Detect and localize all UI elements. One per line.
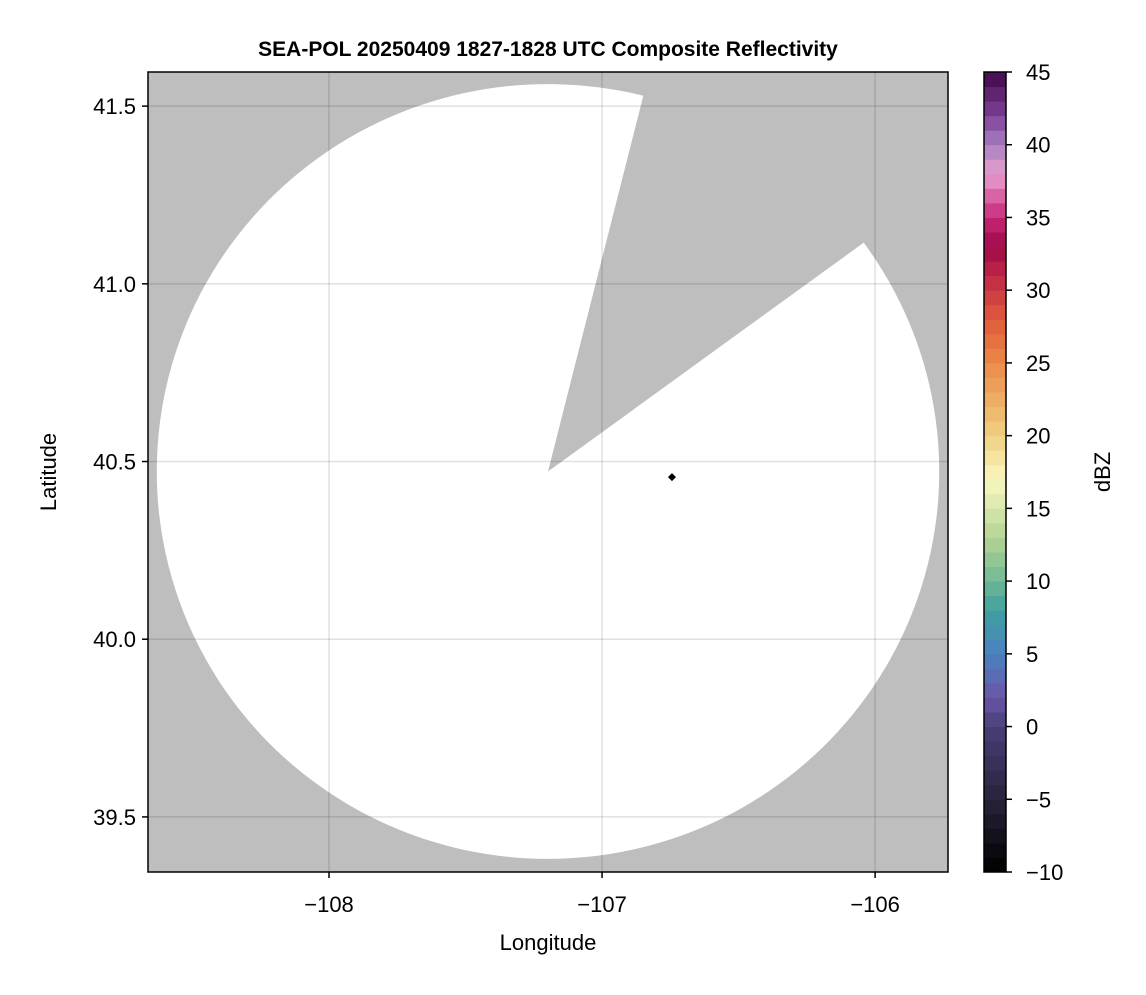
plot-area (148, 72, 948, 872)
colorbar-tick-label: 40 (1026, 133, 1050, 158)
radar-coverage-area (156, 84, 940, 859)
colorbar-bin (984, 857, 1006, 873)
y-axis-label: Latitude (36, 433, 61, 511)
radar-location-marker (667, 473, 676, 482)
colorbar-bin (984, 86, 1006, 102)
colorbar-bin (984, 275, 1006, 291)
colorbar-bin (984, 712, 1006, 728)
colorbar-bin (984, 232, 1006, 248)
colorbar-bin (984, 435, 1006, 451)
colorbar-bin (984, 319, 1006, 335)
colorbar-bin (984, 348, 1006, 364)
colorbar-bin (984, 828, 1006, 844)
colorbar-bin (984, 246, 1006, 262)
colorbar-tick-label: −10 (1026, 860, 1063, 885)
colorbar-tick-label: 10 (1026, 569, 1050, 594)
colorbar-bin (984, 566, 1006, 582)
colorbar-bin (984, 464, 1006, 480)
colorbar-bin (984, 304, 1006, 320)
colorbar-tick-label: 25 (1026, 351, 1050, 376)
colorbar-tick-label: 20 (1026, 424, 1050, 449)
colorbar-bin (984, 741, 1006, 757)
colorbar-bin (984, 682, 1006, 698)
colorbar-tick-label: 45 (1026, 60, 1050, 85)
colorbar-tick-label: 0 (1026, 715, 1038, 740)
colorbar-bin (984, 130, 1006, 146)
y-tick-label: 41.0 (93, 272, 136, 297)
colorbar-bin (984, 115, 1006, 131)
colorbar-bin (984, 217, 1006, 233)
colorbar-frame (983, 71, 1007, 873)
colorbar-bin (984, 726, 1006, 742)
colorbar-bin (984, 813, 1006, 829)
colorbar-bin (984, 653, 1006, 669)
colorbar-bin (984, 784, 1006, 800)
colorbar-bin (984, 159, 1006, 175)
colorbar-bin (984, 144, 1006, 160)
colorbar-bin (984, 581, 1006, 597)
colorbar-bin (984, 493, 1006, 509)
colorbar-bin (984, 595, 1006, 611)
colorbar-bin (984, 173, 1006, 189)
x-axis-label: Longitude (500, 930, 597, 955)
axes: −108 −107 −106 39.5 40.0 40.5 41.0 41.5 (93, 71, 949, 917)
colorbar-bin (984, 508, 1006, 524)
colorbar: −10 −5 0 5 10 15 20 25 30 35 40 45 (983, 60, 1063, 885)
colorbar-bin (984, 479, 1006, 495)
colorbar-bin (984, 639, 1006, 655)
x-tick-label: −108 (304, 892, 354, 917)
colorbar-bin (984, 755, 1006, 771)
colorbar-tick-label: 5 (1026, 642, 1038, 667)
colorbar-bin (984, 522, 1006, 538)
chart-title: SEA-POL 20250409 1827-1828 UTC Composite… (258, 38, 838, 61)
colorbar-tick-label: −5 (1026, 787, 1051, 812)
colorbar-label: dBZ (1090, 452, 1115, 492)
colorbar-tick-label: 15 (1026, 496, 1050, 521)
colorbar-bin (984, 552, 1006, 568)
colorbar-tick-label: 35 (1026, 205, 1050, 230)
colorbar-bin (984, 537, 1006, 553)
colorbar-bin (984, 610, 1006, 626)
x-tick-label: −107 (577, 892, 627, 917)
colorbar-bin (984, 406, 1006, 422)
y-tick-label: 41.5 (93, 94, 136, 119)
y-tick-label: 40.0 (93, 627, 136, 652)
y-tick-label: 39.5 (93, 805, 136, 830)
colorbar-bin (984, 202, 1006, 218)
colorbar-bin (984, 261, 1006, 277)
colorbar-bin (984, 392, 1006, 408)
colorbar-bin (984, 450, 1006, 466)
colorbar-bin (984, 72, 1006, 88)
colorbar-bin (984, 377, 1006, 393)
colorbar-bin (984, 101, 1006, 117)
plot-frame (147, 71, 949, 873)
colorbar-bin (984, 697, 1006, 713)
colorbar-bin (984, 624, 1006, 640)
colorbar-bin (984, 188, 1006, 204)
colorbar-bin (984, 362, 1006, 378)
colorbar-bin (984, 770, 1006, 786)
colorbar-bin (984, 421, 1006, 437)
y-tick-label: 40.5 (93, 450, 136, 475)
colorbar-tick-label: 30 (1026, 278, 1050, 303)
colorbar-bin (984, 799, 1006, 815)
colorbar-bin (984, 333, 1006, 349)
colorbar-bin (984, 842, 1006, 858)
colorbar-bin (984, 290, 1006, 306)
colorbar-bin (984, 668, 1006, 684)
x-tick-label: −106 (850, 892, 900, 917)
